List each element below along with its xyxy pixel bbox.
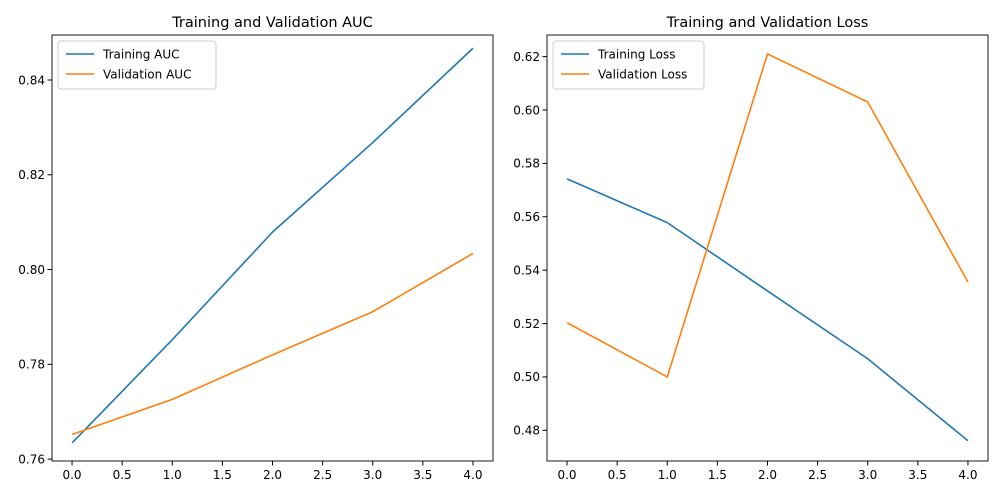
auc-chart-panel: Training and Validation AUC 0.0 0.5 1.0 1.5 2… <box>18 15 494 482</box>
auc-x-tick-label: 1.0 <box>163 468 182 482</box>
auc-x-tick-label: 4.0 <box>463 468 482 482</box>
auc-legend-label-1: Validation AUC <box>103 67 191 81</box>
auc-y-tick-label: 0.78 <box>18 358 45 372</box>
loss-x-tick-label: 1.5 <box>708 468 727 482</box>
loss-series-line-1 <box>566 53 969 378</box>
loss-x-tick-label: 1.0 <box>658 468 677 482</box>
auc-x-tick-label: 0.5 <box>113 468 132 482</box>
loss-y-tick-label: 0.50 <box>513 370 540 384</box>
auc-x-tick-label: 2.0 <box>263 468 282 482</box>
loss-y-tick-label: 0.60 <box>513 103 540 117</box>
auc-x-tick-label: 1.5 <box>213 468 232 482</box>
loss-x-tick-label: 4.0 <box>958 468 977 482</box>
loss-x-tick-label: 0.5 <box>608 468 627 482</box>
auc-legend-label-0: Training AUC <box>102 47 180 61</box>
loss-series-line-0 <box>566 178 969 442</box>
auc-x-tick-label: 3.0 <box>363 468 382 482</box>
loss-x-tick-label: 2.0 <box>758 468 777 482</box>
auc-plot-frame <box>51 34 494 462</box>
auc-y-tick-label: 0.76 <box>18 452 45 466</box>
loss-y-tick-label: 0.58 <box>513 157 540 171</box>
loss-legend-box <box>552 40 705 90</box>
loss-legend-label-0: Training Loss <box>597 47 675 61</box>
loss-x-tick-label: 0.0 <box>557 468 576 482</box>
auc-series-line-1 <box>71 252 474 436</box>
auc-legend-box <box>57 40 217 90</box>
loss-plot-frame <box>546 34 989 462</box>
loss-y-tick-label: 0.48 <box>513 424 540 438</box>
loss-chart-panel: Training and Validation Loss 0.0 0.5 1.0 1.5… <box>513 15 989 482</box>
auc-series-line-0 <box>71 47 474 444</box>
loss-y-tick-label: 0.52 <box>513 317 540 331</box>
auc-chart-title: Training and Validation AUC <box>171 15 373 31</box>
loss-y-tick-label: 0.62 <box>513 50 540 64</box>
auc-y-tick-label: 0.82 <box>18 168 45 182</box>
loss-y-tick-label: 0.54 <box>513 263 540 277</box>
loss-x-tick-label: 3.5 <box>908 468 927 482</box>
loss-legend-label-1: Validation Loss <box>598 67 687 81</box>
auc-x-tick-label: 3.5 <box>413 468 432 482</box>
auc-x-tick-label: 0.0 <box>62 468 81 482</box>
auc-y-tick-label: 0.80 <box>18 263 45 277</box>
loss-chart-title: Training and Validation Loss <box>666 15 869 31</box>
loss-y-tick-label: 0.56 <box>513 210 540 224</box>
loss-x-tick-label: 3.0 <box>858 468 877 482</box>
loss-x-tick-label: 2.5 <box>808 468 827 482</box>
auc-x-tick-label: 2.5 <box>313 468 332 482</box>
auc-y-tick-label: 0.84 <box>18 73 45 87</box>
